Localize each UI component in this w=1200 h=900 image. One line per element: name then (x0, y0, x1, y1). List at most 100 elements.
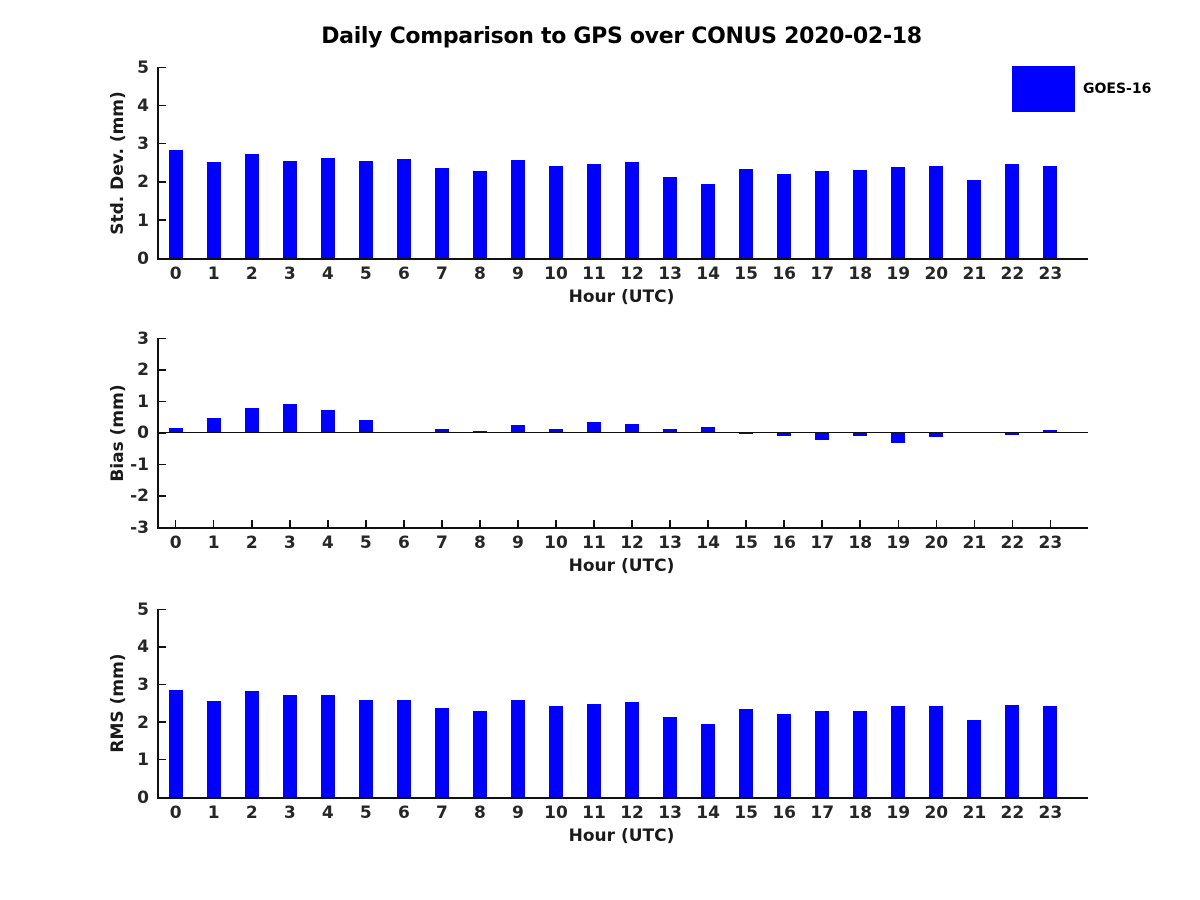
x-tick-label: 20 (924, 533, 949, 553)
bar-hour-23 (1043, 706, 1058, 797)
y-tickmark (158, 219, 166, 221)
x-tickmark (859, 520, 861, 527)
bar-hour-6 (396, 699, 411, 797)
x-tick-label: 5 (359, 264, 372, 284)
y-tickmark (158, 796, 166, 798)
x-tick-label: 23 (1038, 264, 1063, 284)
y-tickmark (158, 400, 166, 402)
bar-hour-10 (549, 428, 563, 433)
x-axis-label: Hour (UTC) (568, 826, 675, 846)
x-tickmark (669, 520, 671, 527)
y-tick-label: 3 (137, 674, 149, 695)
x-tick-label: 21 (962, 533, 987, 553)
x-tick-label: 4 (321, 264, 334, 284)
x-tickmark (251, 520, 253, 527)
y-tickmark (158, 608, 166, 610)
bar-hour-4 (320, 409, 335, 433)
x-tickmark (783, 520, 785, 527)
bar-hour-3 (282, 404, 297, 433)
x-tick-label: 1 (207, 533, 220, 553)
y-tickmark (158, 337, 166, 339)
x-tick-label: 3 (283, 264, 296, 284)
y-tickmark (158, 721, 166, 723)
bar-hour-11 (587, 164, 602, 258)
x-tick-label: 3 (283, 803, 296, 823)
bar-hour-11 (587, 422, 602, 433)
y-tickmark (158, 526, 166, 528)
bar-hour-21 (967, 180, 982, 258)
x-tick-label: 22 (1000, 264, 1025, 284)
bar-hour-16 (777, 173, 792, 258)
x-tick-label: 4 (321, 533, 334, 553)
x-tick-label: 10 (544, 264, 568, 284)
x-tick-label: 21 (962, 803, 987, 823)
bar-hour-21 (967, 720, 982, 797)
x-tickmark (403, 520, 405, 527)
x-tick-label: 2 (245, 533, 258, 553)
y-tick-label: 3 (137, 134, 149, 155)
bar-hour-2 (244, 690, 259, 797)
bar-hour-3 (282, 695, 297, 797)
x-tick-label: 7 (435, 533, 448, 553)
y-tick-label: 2 (137, 712, 149, 733)
x-tickmark (935, 520, 938, 527)
bar-hour-14 (701, 183, 716, 258)
zero-line (157, 432, 1088, 434)
x-tick-label: 8 (474, 533, 486, 553)
y-tick-label: 1 (137, 750, 149, 771)
x-tickmark (593, 520, 595, 527)
bar-hour-22 (1005, 704, 1020, 797)
bar-hour-7 (434, 708, 449, 797)
x-tickmark (212, 520, 215, 527)
bar-hour-8 (472, 430, 487, 433)
x-tick-label: 3 (283, 533, 296, 553)
x-tick-label: 23 (1038, 803, 1063, 823)
bar-hour-19 (891, 432, 906, 443)
y-tick-label: 5 (137, 57, 149, 78)
y-tickmark (158, 142, 166, 145)
bar-hour-16 (777, 432, 792, 436)
x-tick-label: 23 (1038, 533, 1063, 553)
x-axis (157, 527, 1088, 529)
y-tick-label: 2 (137, 172, 149, 193)
y-tickmark (158, 66, 166, 68)
legend-swatch-goes-16 (1012, 66, 1075, 112)
bar-hour-1 (206, 161, 221, 258)
bar-hour-2 (244, 154, 259, 258)
y-tick-label: 2 (137, 360, 149, 381)
bar-hour-12 (625, 162, 640, 258)
legend-label-goes-16: GOES-16 (1083, 81, 1152, 97)
bar-hour-18 (853, 170, 868, 258)
y-tick-label: 0 (137, 787, 149, 808)
x-axis-label: Hour (UTC) (568, 287, 675, 307)
x-tick-label: 6 (397, 803, 410, 823)
x-tickmark (174, 520, 177, 527)
y-axis (157, 609, 159, 799)
x-tick-label: 8 (474, 264, 486, 284)
bar-hour-18 (853, 432, 868, 436)
x-tick-label: 12 (620, 533, 644, 553)
bar-hour-20 (929, 706, 944, 797)
bar-hour-15 (739, 432, 754, 435)
x-tickmark (707, 520, 709, 527)
y-tick-label: 3 (137, 328, 149, 349)
bar-hour-20 (929, 432, 944, 437)
y-tickmark (158, 758, 166, 761)
bar-hour-1 (206, 700, 221, 797)
y-tick-label: 4 (137, 95, 149, 116)
x-tick-label: 14 (696, 264, 720, 284)
y-axis (157, 67, 159, 260)
y-tickmark (158, 495, 166, 497)
y-tickmark (158, 257, 166, 259)
bar-hour-12 (625, 423, 640, 433)
x-tick-label: 11 (582, 803, 606, 823)
x-tick-label: 17 (810, 264, 835, 284)
bar-hour-5 (358, 160, 373, 258)
bar-hour-8 (472, 711, 487, 797)
x-tick-label: 0 (169, 264, 182, 284)
x-tick-label: 7 (435, 803, 448, 823)
y-tickmark (158, 683, 166, 686)
bar-hour-14 (701, 723, 716, 797)
bar-hour-15 (739, 709, 754, 797)
